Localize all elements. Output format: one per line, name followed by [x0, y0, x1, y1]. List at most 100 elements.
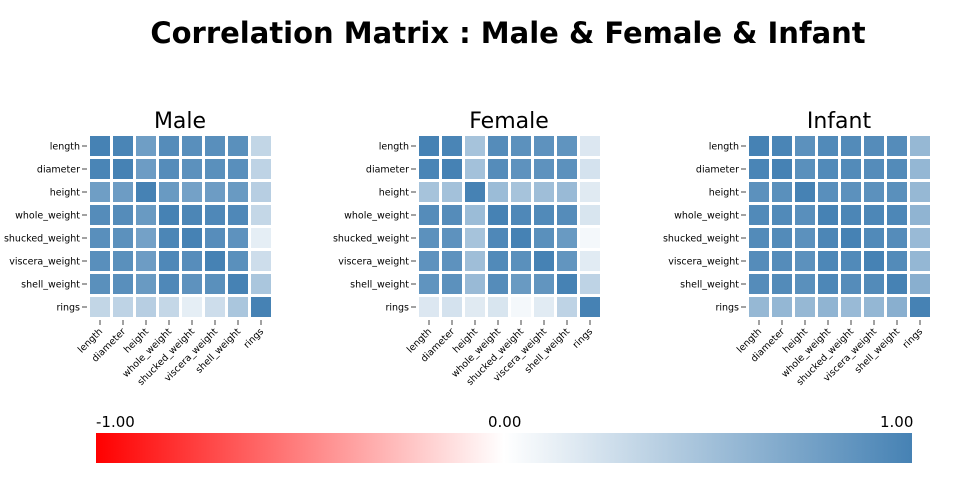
heatmap-cell: [910, 182, 930, 202]
heatmap-cell: [864, 228, 884, 248]
heatmap-cell: [251, 274, 271, 294]
y-tick-label: diameter: [37, 165, 80, 176]
heatmap-cell: [580, 274, 600, 294]
heatmap-cell: [205, 159, 225, 179]
heatmap-cell: [534, 205, 554, 225]
y-tick-label: rings: [385, 303, 409, 314]
heatmap-cell: [251, 297, 271, 317]
heatmap-cell: [419, 205, 439, 225]
colorbar-tick-min: -1.00: [96, 413, 135, 431]
heatmap-cell: [557, 159, 577, 179]
heatmap-cell: [910, 136, 930, 156]
heatmap-cell: [113, 228, 133, 248]
heatmap-cell: [136, 159, 156, 179]
heatmap-cell: [910, 251, 930, 271]
heatmap-cell: [841, 274, 861, 294]
heatmap-cell: [113, 136, 133, 156]
heatmap-cell: [511, 297, 531, 317]
heatmap-cell: [864, 182, 884, 202]
heatmap-cell: [910, 205, 930, 225]
y-tick-label: length: [709, 142, 739, 153]
heatmap-cell: [887, 136, 907, 156]
y-tick-label: whole_weight: [15, 211, 80, 222]
heatmap-cell: [465, 297, 485, 317]
y-tick-label: viscera_weight: [668, 257, 739, 268]
heatmap-cell: [90, 297, 110, 317]
heatmap-cell: [251, 182, 271, 202]
heatmap-cell: [841, 205, 861, 225]
heatmap-cell: [251, 136, 271, 156]
heatmap-cell: [113, 159, 133, 179]
heatmap-cell: [511, 182, 531, 202]
heatmap-cell: [205, 251, 225, 271]
heatmap-cell: [465, 205, 485, 225]
heatmap-cell: [90, 182, 110, 202]
y-tick-label: rings: [56, 303, 80, 314]
heatmap-cell: [465, 274, 485, 294]
heatmap-cell: [557, 182, 577, 202]
x-tick-label: rings: [242, 326, 266, 350]
chart-title: Correlation Matrix : Male & Female & Inf…: [150, 16, 866, 50]
heatmap-cell: [795, 136, 815, 156]
heatmap-cell: [251, 205, 271, 225]
heatmap-cell: [419, 228, 439, 248]
y-tick-label: whole_weight: [674, 211, 739, 222]
heatmap-cell: [818, 274, 838, 294]
heatmap-cell: [182, 297, 202, 317]
heatmap-cell: [557, 297, 577, 317]
heatmap-cell: [818, 136, 838, 156]
y-tick-label: height: [50, 188, 81, 199]
heatmap-cell: [113, 297, 133, 317]
heatmap-cell: [580, 159, 600, 179]
heatmap-cell: [113, 251, 133, 271]
heatmap-cell: [749, 251, 769, 271]
heatmap-cell: [864, 274, 884, 294]
heatmap-cell: [419, 297, 439, 317]
heatmap-cell: [511, 205, 531, 225]
heatmap-cell: [159, 182, 179, 202]
heatmap-cell: [465, 182, 485, 202]
heatmap-cell: [182, 136, 202, 156]
heatmap-cell: [795, 182, 815, 202]
heatmap-cell: [749, 159, 769, 179]
heatmap-cell: [90, 251, 110, 271]
heatmap-cell: [511, 159, 531, 179]
y-tick-label: height: [709, 188, 740, 199]
heatmap-cell: [511, 136, 531, 156]
heatmap-cell: [772, 205, 792, 225]
heatmap-cell: [90, 274, 110, 294]
heatmap-cell: [136, 274, 156, 294]
heatmap-cell: [182, 159, 202, 179]
heatmap-cell: [205, 297, 225, 317]
y-tick-label: viscera_weight: [9, 257, 80, 268]
heatmap-cell: [749, 274, 769, 294]
heatmap-cell: [580, 228, 600, 248]
heatmap-cell: [534, 159, 554, 179]
heatmap-cell: [488, 297, 508, 317]
heatmap-cell: [136, 182, 156, 202]
heatmap-cell: [182, 228, 202, 248]
heatmap-cell: [488, 205, 508, 225]
heatmap-cell: [488, 228, 508, 248]
heatmap-cell: [864, 297, 884, 317]
y-tick-label: height: [379, 188, 410, 199]
heatmap-cell: [749, 182, 769, 202]
heatmap-cell: [795, 297, 815, 317]
heatmap-cell: [864, 251, 884, 271]
heatmap-cell: [818, 205, 838, 225]
heatmap-cell: [818, 251, 838, 271]
heatmap-cell: [887, 274, 907, 294]
heatmap-cell: [772, 159, 792, 179]
heatmap-cell: [205, 205, 225, 225]
heatmap-panels: Male length length diameter diameter height he…: [4, 109, 930, 388]
heatmap-cell: [159, 274, 179, 294]
heatmap-cell: [818, 159, 838, 179]
heatmap-cell: [182, 274, 202, 294]
heatmap-cell: [841, 251, 861, 271]
heatmap-cell: [136, 205, 156, 225]
heatmap-cell: [488, 251, 508, 271]
heatmap-cell: [772, 251, 792, 271]
heatmap-cell: [580, 251, 600, 271]
heatmap-cell: [534, 182, 554, 202]
heatmap-cell: [749, 205, 769, 225]
